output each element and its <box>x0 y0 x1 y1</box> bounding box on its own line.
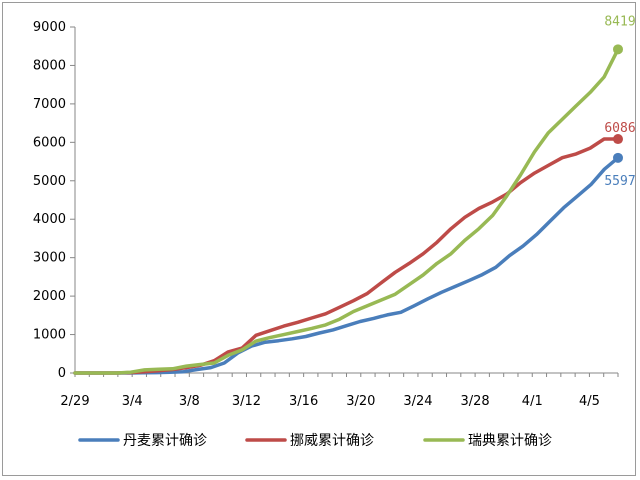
axes <box>74 27 618 374</box>
x-tick-label: 3/16 <box>289 394 318 409</box>
x-tick-label: 3/12 <box>232 394 261 409</box>
y-tick-label: 9000 <box>33 20 66 35</box>
y-tick-label: 1000 <box>33 328 66 343</box>
y-tick-label: 8000 <box>33 58 66 73</box>
y-tick-label: 5000 <box>33 174 66 189</box>
x-tick-label: 2/29 <box>60 394 89 409</box>
y-tick-label: 0 <box>58 366 66 381</box>
x-tick-label: 4/1 <box>522 394 543 409</box>
series-line-1 <box>73 156 620 375</box>
x-tick-label: 4/5 <box>579 394 600 409</box>
end-data-label-2: 6086 <box>604 121 635 136</box>
series-end-marker-1 <box>613 152 623 163</box>
x-axis-ticks: 2/29 3/4 3/8 3/12 3/16 3/20 3/24 3/28 4/1 4/5 <box>60 373 619 409</box>
legend-label-1: 丹麦累计确诊 <box>123 433 207 449</box>
y-tick-label: 6000 <box>33 135 66 150</box>
end-data-label-1: 5597 <box>604 174 635 189</box>
x-tick-label: 3/8 <box>179 394 200 409</box>
x-tick-label: 3/20 <box>346 394 375 409</box>
series-line-2 <box>73 137 620 375</box>
legend-label-2: 挪威累计确诊 <box>290 433 374 449</box>
y-tick-label: 2000 <box>33 289 66 304</box>
x-tick-label: 3/24 <box>403 394 432 409</box>
x-tick-label: 3/4 <box>122 394 143 409</box>
end-data-label-3: 8419 <box>604 14 635 29</box>
y-axis-ticks: 0 1000 2000 3000 4000 5000 6000 7000 8000 9000 <box>33 20 75 381</box>
series-end-marker-3 <box>613 44 623 55</box>
end-labels: 5597 6086 8419 <box>604 14 635 188</box>
legend: 丹麦累计确诊 挪威累计确诊 瑞典累计确诊 <box>78 433 552 449</box>
legend-label-3: 瑞典累计确诊 <box>468 433 552 449</box>
series-line-3 <box>73 47 620 375</box>
y-tick-label: 7000 <box>33 97 66 112</box>
x-tick-label: 3/28 <box>461 394 490 409</box>
y-tick-label: 3000 <box>33 251 66 266</box>
series-end-marker-2 <box>613 134 623 145</box>
series-lines <box>73 47 620 375</box>
y-tick-label: 4000 <box>33 212 66 227</box>
